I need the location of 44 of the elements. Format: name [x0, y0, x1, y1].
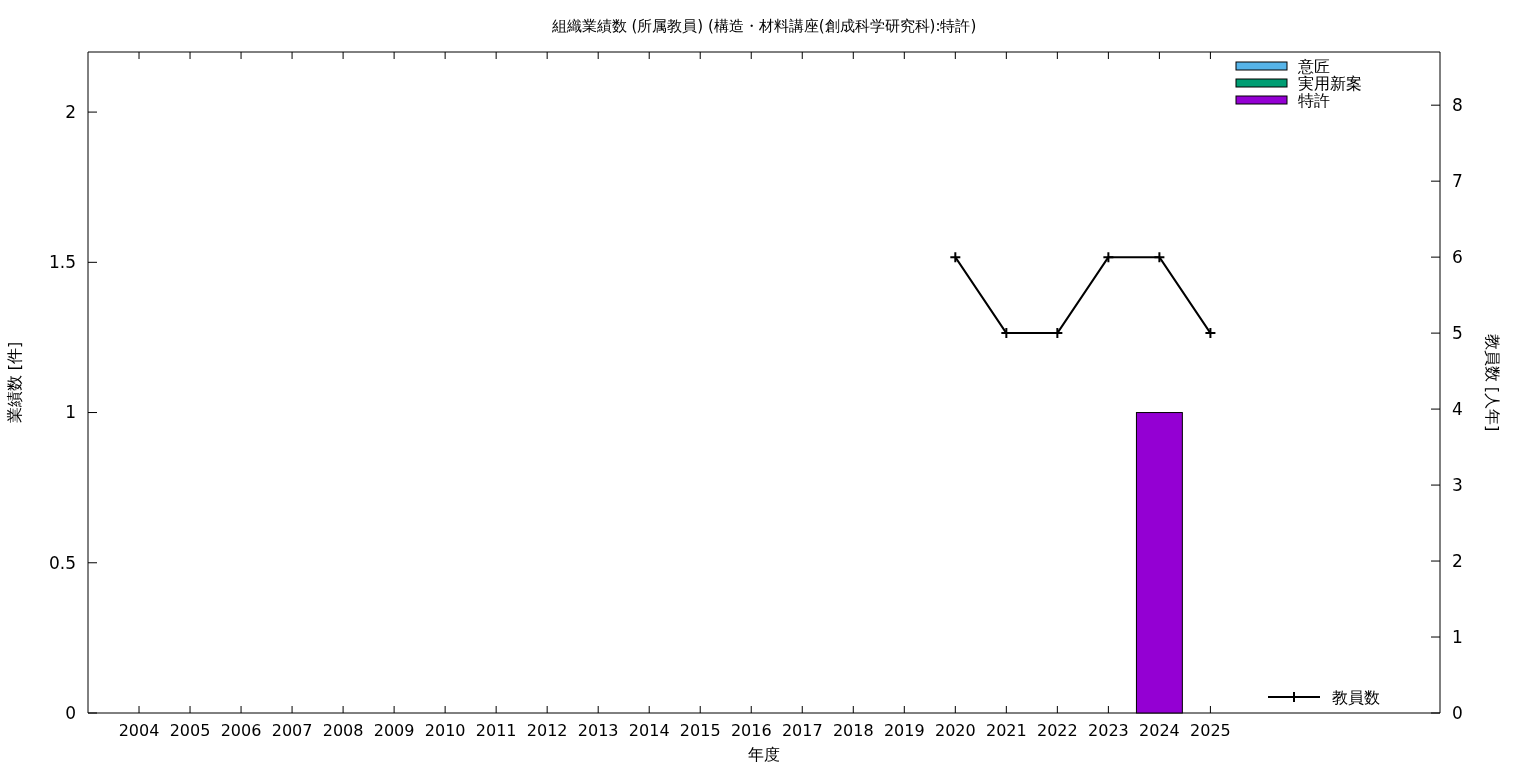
x-tick-label: 2004 — [118, 721, 160, 740]
x-tick-label: 2024 — [1139, 721, 1180, 740]
y2-tick-label: 4 — [1452, 399, 1463, 420]
x-tick-label: 2007 — [271, 721, 313, 740]
x-axis-title: 年度 — [748, 745, 780, 764]
y2-tick-label: 3 — [1452, 475, 1463, 496]
x-tick-label: 2012 — [526, 721, 568, 740]
y2-tick-label: 5 — [1452, 323, 1463, 344]
y2-axis-title: 教員数 [人年] — [1483, 333, 1502, 432]
y-tick-label: 2 — [65, 102, 76, 123]
y2-tick-label: 7 — [1452, 171, 1463, 192]
y-tick-label: 0.5 — [48, 552, 76, 573]
y2-tick-label: 2 — [1452, 551, 1463, 571]
y2-tick-label: 8 — [1452, 95, 1463, 116]
x-tick-label: 2020 — [934, 721, 976, 740]
x-tick-label: 2006 — [220, 721, 262, 740]
x-tick-label: 2013 — [577, 721, 619, 740]
x-tick-label: 2011 — [475, 721, 517, 740]
x-tick-label: 2016 — [730, 721, 772, 740]
x-tick-label: 2018 — [832, 721, 874, 740]
x-tick-label: 2022 — [1037, 721, 1078, 740]
legend-label: 特許 — [1298, 91, 1330, 110]
y-axis-title: 業績数 [件] — [5, 341, 24, 424]
y-tick-label: 1.5 — [48, 252, 76, 273]
x-tick-label: 2021 — [985, 721, 1027, 740]
y2-tick-label: 6 — [1452, 247, 1463, 268]
x-tick-label: 2009 — [373, 721, 415, 740]
y2-tick-label: 1 — [1452, 626, 1463, 647]
legend-label: 意匠 — [1297, 57, 1330, 76]
x-tick-label: 2023 — [1088, 721, 1129, 740]
x-tick-label: 2015 — [679, 721, 721, 740]
x-tick-label: 2019 — [883, 721, 925, 740]
legend-label: 教員数 — [1332, 688, 1380, 707]
x-tick-label: 2010 — [424, 721, 466, 740]
x-tick-label: 2017 — [781, 721, 823, 740]
y2-tick-label: 0 — [1452, 702, 1463, 723]
chart-title: 組織業績数 (所属教員) (構造・材料講座(創成科学研究科):特許) — [550, 17, 977, 35]
y-tick-label: 1 — [65, 402, 76, 423]
x-tick-label: 2014 — [628, 721, 670, 740]
legend-label: 実用新案 — [1298, 74, 1362, 93]
x-tick-label: 2005 — [169, 721, 211, 740]
y-tick-label: 0 — [65, 702, 76, 723]
x-tick-label: 2008 — [322, 721, 364, 740]
x-tick-label: 2025 — [1190, 721, 1231, 740]
